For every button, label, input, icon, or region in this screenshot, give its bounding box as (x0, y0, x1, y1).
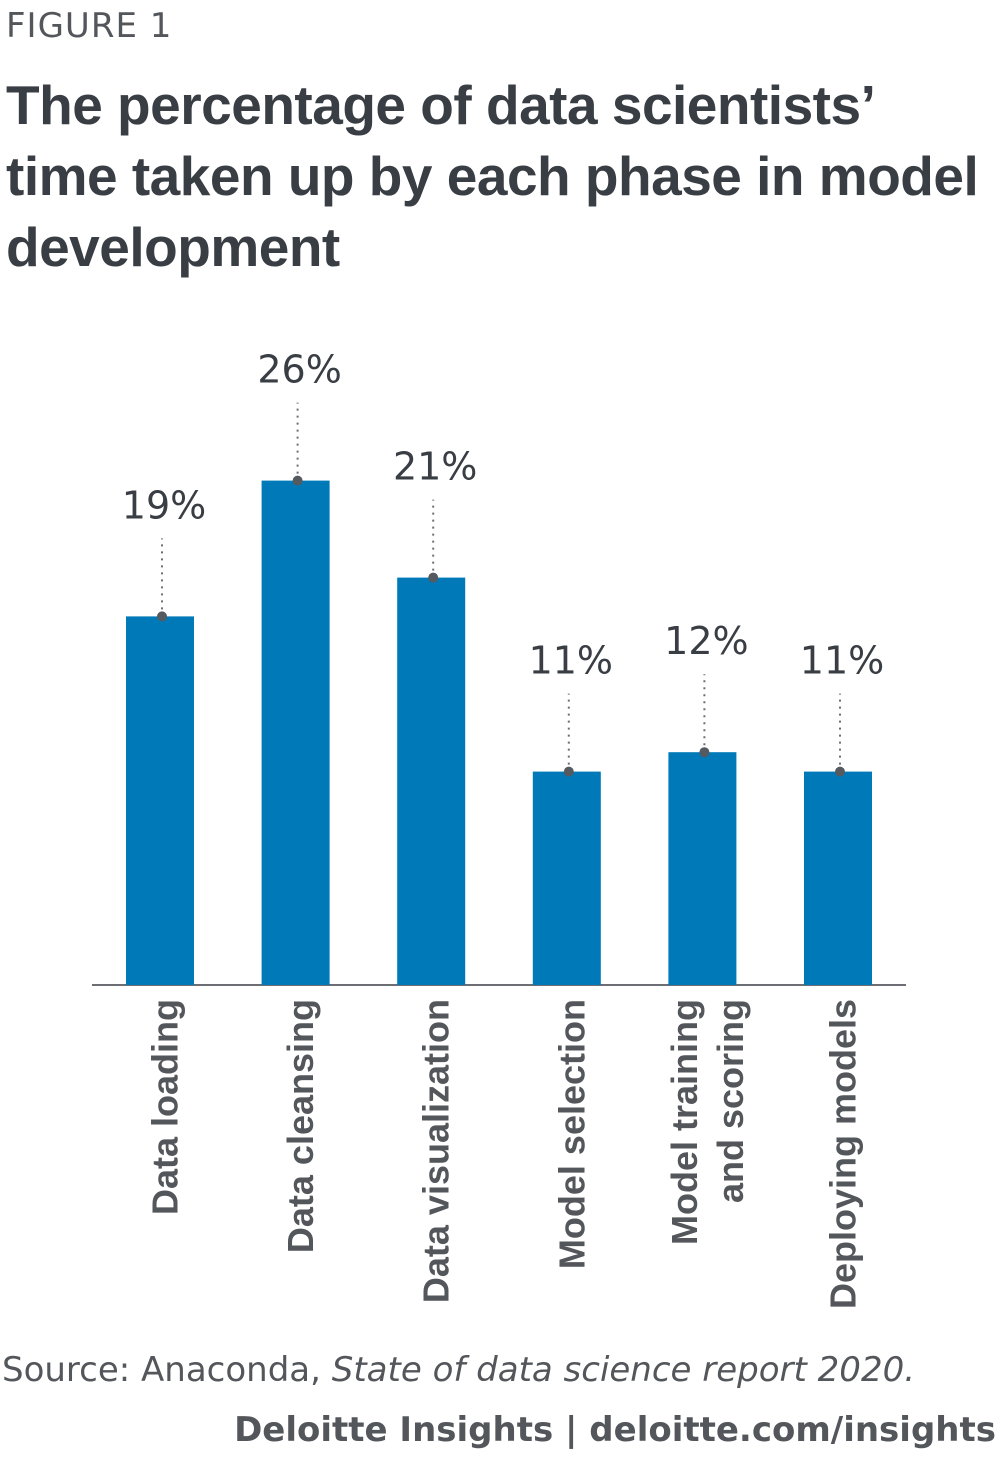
bar-0 (126, 616, 194, 985)
value-label-3: 11% (529, 639, 613, 683)
category-label-4-line-0: Model training (664, 999, 705, 1245)
value-label-5: 11% (800, 639, 884, 683)
category-label-4-line-1: and scoring (710, 999, 751, 1203)
bar-3 (532, 771, 601, 985)
value-marker-3 (563, 766, 574, 777)
category-label-5: Deploying models (823, 999, 864, 1309)
value-marker-5 (835, 766, 845, 777)
bar-chart: 19% Data loading 26% Data cleansing 21% Data … (92, 348, 906, 1309)
source-report-title: State of data science report 2020. (331, 1350, 916, 1390)
value-marker-0 (157, 611, 167, 622)
value-label-2: 21% (393, 445, 477, 489)
chart-title: The percentage of data scientists’ time … (6, 74, 979, 278)
value-label-0: 19% (122, 483, 206, 527)
value-marker-2 (428, 572, 439, 583)
figure-label: FIGURE 1 (6, 6, 173, 46)
value-label-1: 26% (257, 348, 341, 392)
value-marker-4 (699, 747, 710, 758)
value-marker-1 (292, 475, 303, 486)
credit-separator: | (553, 1410, 590, 1450)
category-label-2: Data visualization (416, 999, 457, 1303)
credit-url[interactable]: deloitte.com/insights (589, 1410, 996, 1450)
category-label-0: Data loading (145, 999, 186, 1215)
source-note: Source: Anaconda, State of data science … (2, 1350, 915, 1390)
bar-4 (668, 752, 737, 985)
bar-1 (261, 480, 330, 985)
source-prefix: Source: Anaconda, (2, 1350, 332, 1390)
category-label-3: Model selection (551, 999, 592, 1269)
bar-2 (397, 577, 466, 985)
category-label-1: Data cleansing (280, 999, 321, 1253)
bar-5 (804, 771, 872, 985)
credit-brand: Deloitte Insights (234, 1410, 554, 1450)
value-label-4: 12% (664, 619, 748, 663)
credit-line: Deloitte Insights | deloitte.com/insight… (234, 1410, 996, 1450)
